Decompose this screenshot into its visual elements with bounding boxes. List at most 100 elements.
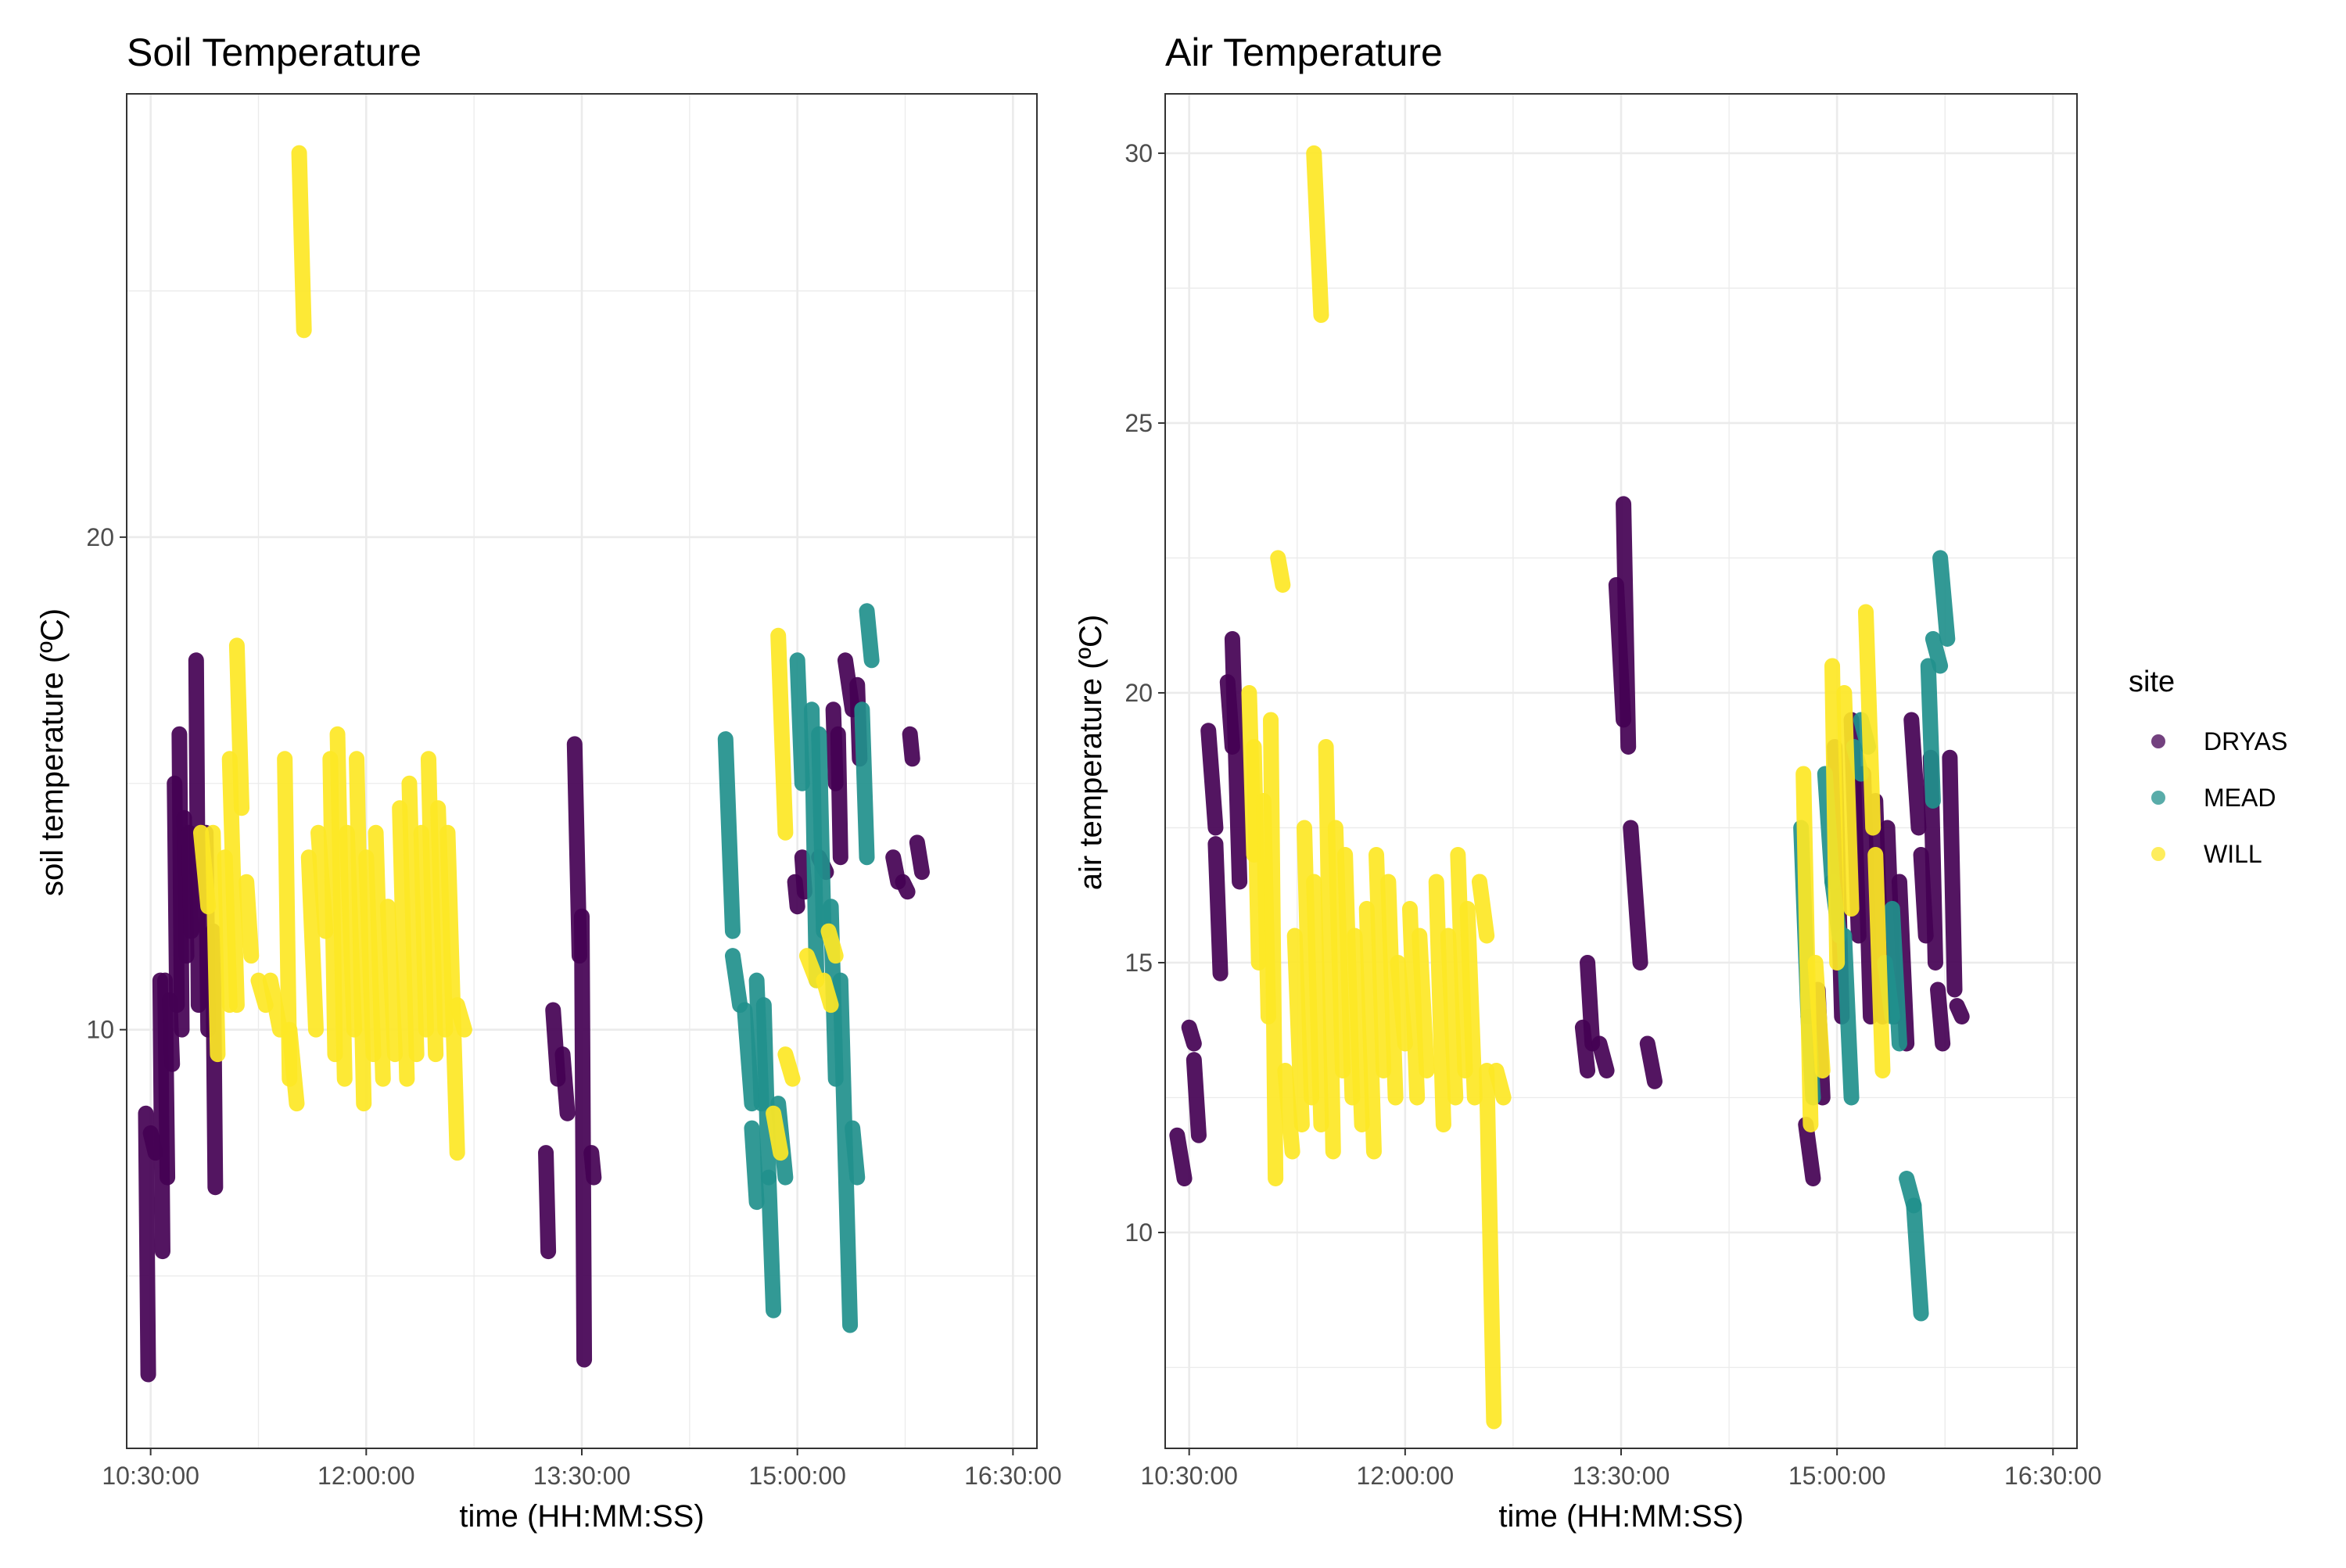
x-tick-label: 10:30:00: [102, 1462, 199, 1490]
data-segment-will: [1347, 928, 1370, 1132]
soil-y-axis-label: soil temperature (ºC): [35, 608, 70, 896]
data-segment-will: [449, 997, 472, 1038]
data-segment-mead: [737, 1002, 760, 1112]
data-segment-dryas: [1591, 1035, 1615, 1078]
data-segment-will: [300, 849, 324, 1038]
data-segment-will: [339, 824, 362, 1038]
data-segment-will: [1401, 900, 1426, 1106]
data-segment-will: [392, 800, 415, 1087]
data-segment-mead: [854, 701, 875, 866]
data-segment-will: [239, 874, 260, 964]
data-segment-will: [310, 824, 334, 939]
data-segment-will: [1488, 1062, 1512, 1106]
data-segment-dryas: [1798, 1116, 1821, 1186]
data-segment-will: [1306, 874, 1329, 1132]
data-segment-mead: [845, 1120, 866, 1186]
x-tick-label: 15:00:00: [748, 1462, 846, 1490]
data-segment-will: [1807, 954, 1831, 1078]
data-segment-dryas: [1639, 1035, 1663, 1089]
data-segment-will: [250, 972, 274, 1014]
data-segment-dryas: [1913, 846, 1934, 944]
data-segment-will: [329, 726, 353, 1087]
data-segment-will: [228, 637, 250, 816]
y-tick-label: 30: [1125, 139, 1153, 167]
data-segment-will: [291, 145, 312, 339]
data-segment-dryas: [1186, 1052, 1207, 1143]
data-segment-dryas: [1616, 496, 1637, 755]
data-segment-will: [439, 824, 465, 1161]
data-segment-will: [1296, 820, 1320, 1106]
data-segment-will: [1390, 954, 1413, 1052]
data-segment-will: [777, 1046, 801, 1087]
data-segment-will: [430, 800, 454, 1038]
data-segment-dryas: [1855, 766, 1879, 1024]
data-segment-will: [262, 972, 289, 1038]
legend-label-dryas: DRYAS: [2204, 727, 2287, 755]
data-segment-dryas: [1930, 981, 1951, 1052]
data-segment-will: [1471, 874, 1495, 944]
soil-x-axis-label: time (HH:MM:SS): [459, 1499, 704, 1534]
data-segment-will: [322, 751, 343, 1063]
x-tick-label: 16:30:00: [964, 1462, 1062, 1490]
data-segment-dryas: [1574, 1019, 1596, 1078]
legend-key-will: [2151, 847, 2165, 861]
data-segment-mead: [760, 1169, 782, 1319]
data-segment-mead: [1836, 928, 1860, 1106]
data-segment-will: [1380, 874, 1404, 1106]
data-segment-will: [1412, 928, 1435, 1078]
legend-key-mead: [2151, 791, 2165, 805]
data-segment-dryas: [1942, 749, 1963, 998]
data-segment-mead: [1846, 738, 1869, 782]
data-segment-dryas: [895, 874, 916, 900]
data-segment-dryas: [787, 874, 805, 915]
series-layer-1: [1169, 145, 1970, 1430]
data-segment-dryas: [830, 726, 848, 866]
x-tick-label: 13:30:00: [533, 1462, 631, 1490]
data-segment-mead: [717, 731, 741, 939]
data-segment-will: [1327, 820, 1351, 1078]
data-segment-will: [401, 775, 425, 1063]
data-segment-will: [358, 849, 382, 1063]
data-segment-dryas: [1224, 630, 1248, 890]
data-segment-dryas: [583, 1145, 602, 1186]
data-segment-dryas: [1169, 1127, 1193, 1186]
legend: site DRYAS MEAD WILL: [2129, 666, 2287, 868]
series-layer-0: [138, 145, 930, 1383]
y-tick-label: 15: [1125, 949, 1153, 977]
y-tick-label: 20: [86, 523, 114, 551]
data-segment-dryas: [138, 1105, 156, 1383]
data-segment-mead: [755, 997, 777, 1186]
data-segment-will: [798, 948, 825, 989]
data-segment-dryas: [162, 992, 181, 1072]
data-segment-dryas: [1949, 998, 1970, 1024]
legend-key-dryas: [2151, 734, 2165, 748]
data-segment-will: [217, 849, 238, 1014]
data-segment-dryas: [1623, 820, 1648, 971]
data-segment-will: [1270, 550, 1291, 593]
data-segment-dryas: [1181, 1019, 1202, 1052]
data-segment-will: [1440, 928, 1464, 1106]
data-segment-will: [770, 627, 794, 841]
data-segment-mead: [1925, 630, 1949, 674]
data-segment-dryas: [902, 726, 920, 767]
data-segment-dryas: [538, 1145, 557, 1260]
y-tick-label: 20: [1125, 679, 1153, 707]
x-tick-label: 13:30:00: [1573, 1462, 1670, 1490]
data-segment-will: [1857, 604, 1881, 836]
y-tick-label: 25: [1125, 409, 1153, 437]
data-segment-will: [1263, 712, 1284, 1186]
data-segment-will: [1318, 738, 1341, 1160]
data-segment-dryas: [554, 1046, 576, 1121]
data-segment-mead: [1920, 658, 1941, 809]
data-segment-dryas: [794, 849, 812, 900]
data-segment-will: [379, 899, 404, 1063]
data-segment-will: [1368, 846, 1392, 1078]
air-temperature-panel: Air Temperature time (HH:MM:SS) air temp…: [1074, 30, 2102, 1534]
data-segment-will: [820, 923, 844, 964]
data-segment-dryas: [909, 834, 930, 881]
data-segment-will: [282, 1021, 305, 1112]
data-segment-mead: [789, 652, 810, 791]
air-y-axis-label: air temperature (ºC): [1074, 615, 1108, 890]
